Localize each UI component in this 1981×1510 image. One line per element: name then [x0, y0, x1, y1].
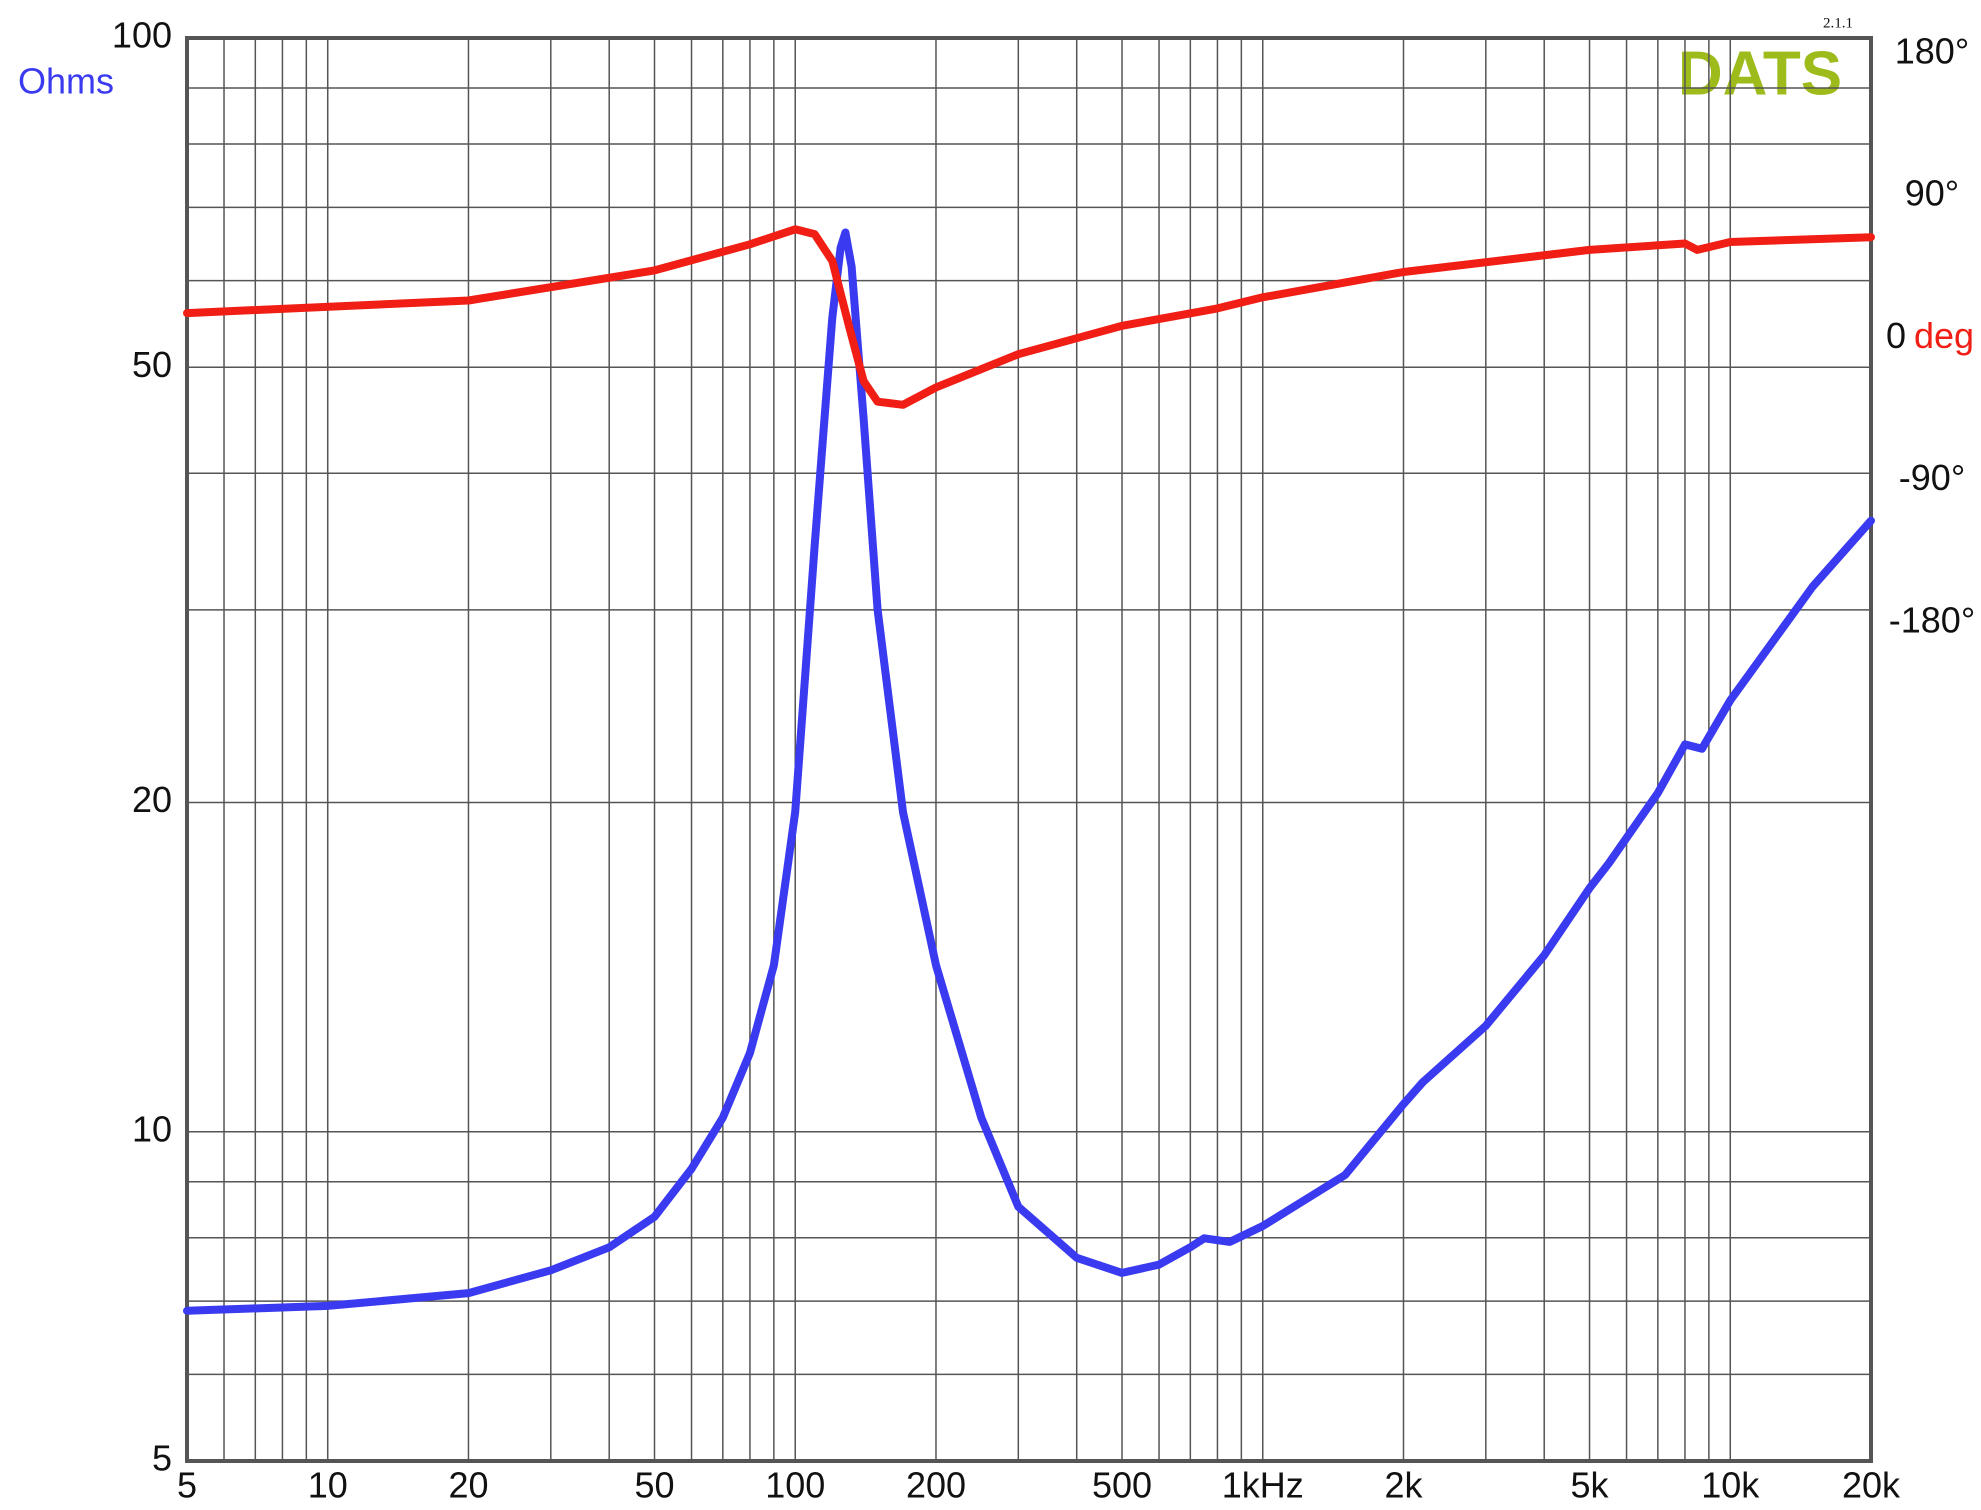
x-tick-label: 50: [634, 1465, 674, 1506]
y2-tick-label: 180°: [1895, 30, 1969, 71]
plot-frame: [185, 36, 1873, 1463]
version: 2.1.1: [1823, 15, 1853, 31]
y-axis-label: Ohms: [18, 61, 114, 102]
x-tick-label: 10: [308, 1465, 348, 1506]
y-tick-label: 10: [132, 1108, 172, 1149]
curve: [183, 225, 1875, 409]
x-tick-label: 2k: [1384, 1465, 1423, 1506]
x-tick-label: 20k: [1842, 1465, 1901, 1506]
y2-tick-label: 90°: [1905, 173, 1959, 214]
y-tick-label: 50: [132, 344, 172, 385]
curve: [183, 228, 1875, 1315]
y2-tick-label: 0: [1886, 315, 1906, 356]
y2-tick-label: -90°: [1899, 457, 1965, 498]
x-tick-label: 5: [177, 1465, 197, 1506]
x-tick-label: 100: [765, 1465, 825, 1506]
x-tick-label: 10k: [1701, 1465, 1760, 1506]
x-tick-label: 20: [448, 1465, 488, 1506]
x-tick-label: 200: [906, 1465, 966, 1506]
y-tick-label: 5: [152, 1438, 172, 1479]
x-tick-label: 500: [1092, 1465, 1152, 1506]
y2-tick-label: -180°: [1889, 600, 1975, 641]
y-tick-label: 100: [112, 15, 172, 56]
logo: DATS: [1678, 39, 1842, 108]
x-tick-label: 1kHz: [1222, 1465, 1304, 1506]
y2-axis-label: deg: [1914, 315, 1974, 356]
y-tick-label: 20: [132, 779, 172, 820]
x-tick-label: 5k: [1571, 1465, 1610, 1506]
